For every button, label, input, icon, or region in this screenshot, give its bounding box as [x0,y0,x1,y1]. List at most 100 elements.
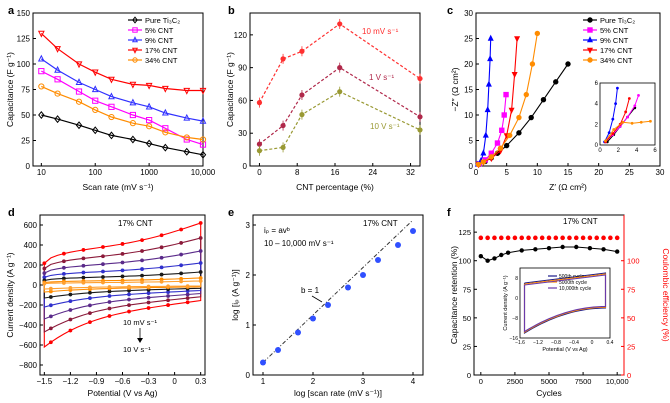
y-tick-label: 2 [246,271,251,280]
legend-marker [132,57,138,63]
data-point [501,112,507,118]
inset-data-point [624,110,628,114]
data-point [54,46,61,53]
data-point [546,245,552,251]
inset-data-point [616,86,619,90]
data-point [485,80,492,87]
cv-curve [43,237,202,333]
data-point [573,235,579,241]
panel-b: 0 8 16 24 32 0 30 60 90 120 10 mV s⁻¹ 1 V s⁻¹ 10 V s… [225,12,423,192]
cv-curve [43,262,202,308]
data-point [61,265,66,270]
inset-data-point [633,104,637,108]
data-point [198,261,203,265]
x-axis-label: Potential (V vs Ag) [88,388,158,398]
legend-label: Pure Ti₃C₂ [600,16,635,25]
data-point [127,284,131,289]
data-point [159,255,164,260]
data-point [75,98,83,105]
data-point [61,271,66,276]
x-tick-label: 4 [411,377,416,386]
inset-x-tick-label: −0.8 [551,340,561,346]
data-point [101,262,105,267]
inset-data-point [630,121,634,125]
data-point [185,284,190,289]
data-point [88,285,92,290]
y-tick-label: 25 [463,342,471,351]
data-point [523,91,529,98]
data-point [129,81,137,89]
data-point [492,235,497,241]
inset-data-point [637,94,640,97]
data-point [107,285,112,289]
annotation: 17% CNT [118,219,153,228]
data-point [166,290,170,295]
y-tick-label: 3 [246,221,251,230]
y-tick-label: −200 [19,301,38,310]
inset-data-point [614,102,617,106]
data-point [107,289,112,294]
data-point [198,249,203,253]
y-tick-label: 100 [458,257,471,266]
data-point [75,61,83,69]
cv-curve [43,277,202,293]
y-tick-label: −800 [19,361,38,370]
panel-label-c: c [447,5,453,17]
data-point [198,236,203,240]
legend-marker [131,36,139,43]
data-point [42,271,47,275]
data-point [179,276,184,281]
data-point [199,150,207,159]
data-point [478,253,484,259]
legend-marker [132,16,138,24]
data-point [37,30,45,38]
inset-y-tick-label: 4 [595,102,599,108]
data-point [42,275,47,280]
inset-x-tick-label: 0 [591,340,594,346]
x-axis-label: CNT percentage (%) [296,182,374,192]
data-point [61,259,66,264]
y-tick-label: 100 [17,60,31,69]
data-point [503,91,509,98]
data-point [48,326,53,331]
x-tick-label: 0 [172,377,177,386]
data-point [120,251,125,256]
x-tick-label: 8 [295,168,300,177]
data-point [280,144,286,151]
x-tick-label: 1000 [140,168,158,177]
arrow-head [137,338,143,343]
data-point [553,235,559,241]
data-point [140,249,144,253]
data-point [533,235,538,241]
x-tick-label: 0 [474,168,479,177]
data-point [48,295,53,299]
panel-label-e: e [228,207,234,219]
x-tick-label: 10,000 [191,168,216,177]
data-point [484,106,491,113]
y-tick-label: 1 [246,321,251,330]
data-point [417,114,423,120]
inset-cv-curve [523,273,607,334]
y-tick-label: 0 [243,162,248,171]
data-point [567,235,572,241]
data-point [499,127,505,134]
inset-data-point [611,117,615,121]
fit-line [262,219,414,363]
y-axis-label: log [iₚ (A g⁻¹)] [230,269,240,321]
data-point [107,294,112,298]
data-point [88,320,92,325]
data-point [88,290,92,295]
data-point [48,303,53,308]
panel-label-a: a [8,5,15,17]
series-line [41,114,204,156]
data-point [395,242,401,248]
data-point [81,280,86,285]
data-point [162,143,169,152]
data-point [299,48,305,54]
data-point [587,245,593,251]
y-tick-label: 75 [463,285,471,294]
data-point [198,221,203,225]
inset-series-line [605,120,651,142]
panel-label-b: b [228,5,235,17]
data-point [140,267,144,271]
